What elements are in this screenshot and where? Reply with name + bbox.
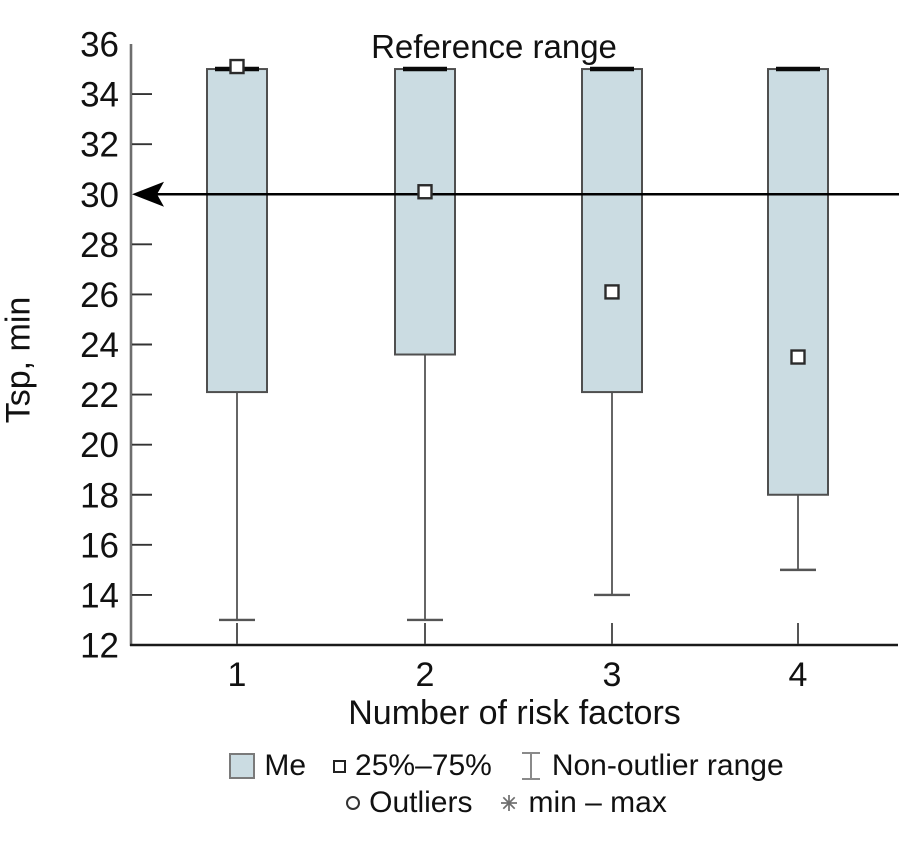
x-axis-title: Number of risk factors	[348, 694, 681, 732]
median-marker	[229, 58, 245, 75]
y-tick-label: 20	[80, 426, 119, 465]
legend-item-me: Me	[229, 749, 306, 783]
open-square-icon	[333, 759, 347, 773]
y-tick-label: 24	[80, 326, 119, 365]
box-rect	[206, 68, 268, 394]
y-tick-label: 18	[80, 476, 119, 515]
y-tick-label: 12	[80, 627, 119, 666]
reference-arrow-head	[132, 181, 164, 207]
box-rect	[581, 68, 643, 394]
y-tick-label: 28	[80, 226, 119, 265]
y-tick-label: 16	[80, 526, 119, 565]
y-tick-label: 36	[80, 26, 119, 65]
asterisk-icon	[499, 793, 519, 813]
median-marker	[790, 349, 806, 365]
legend-row-2: Outliers min – max	[346, 786, 667, 820]
box-swatch-icon	[229, 753, 256, 779]
legend-item-minmax: min – max	[499, 786, 667, 820]
y-tick-label: 30	[80, 176, 119, 215]
legend-label-quartiles: 25%–75%	[355, 749, 492, 782]
median-marker	[604, 284, 620, 300]
circle-icon	[346, 796, 361, 810]
y-tick-label: 14	[80, 576, 119, 615]
box-rect	[767, 68, 829, 496]
x-category-label: 2	[416, 656, 435, 694]
legend-item-outliers: Outliers	[346, 786, 472, 820]
legend-label-nonoutlier: Non-outlier range	[551, 749, 784, 782]
legend-item-quartiles: 25%–75%	[333, 749, 492, 783]
whisker-range-icon	[519, 750, 543, 782]
reference-range-label: Reference range	[371, 28, 617, 65]
legend-label-outliers: Outliers	[369, 786, 473, 819]
y-tick-label: 32	[80, 126, 119, 165]
y-axis-title: Tsp, min	[0, 296, 38, 424]
box-rect	[394, 68, 456, 356]
median-marker	[417, 184, 433, 200]
y-tick-label: 26	[80, 276, 119, 315]
y-tick-label: 22	[80, 376, 119, 415]
x-category-label: 4	[789, 656, 808, 694]
y-tick-label: 34	[80, 76, 119, 115]
legend: Me 25%–75% Non-outlier range	[52, 749, 909, 820]
x-category-label: 1	[228, 656, 247, 694]
legend-row-1: Me 25%–75% Non-outlier range	[229, 749, 784, 783]
legend-label-me: Me	[264, 749, 307, 782]
legend-label-minmax: min – max	[528, 786, 667, 819]
x-category-label: 3	[603, 656, 622, 694]
legend-item-nonoutlier: Non-outlier range	[519, 749, 784, 783]
